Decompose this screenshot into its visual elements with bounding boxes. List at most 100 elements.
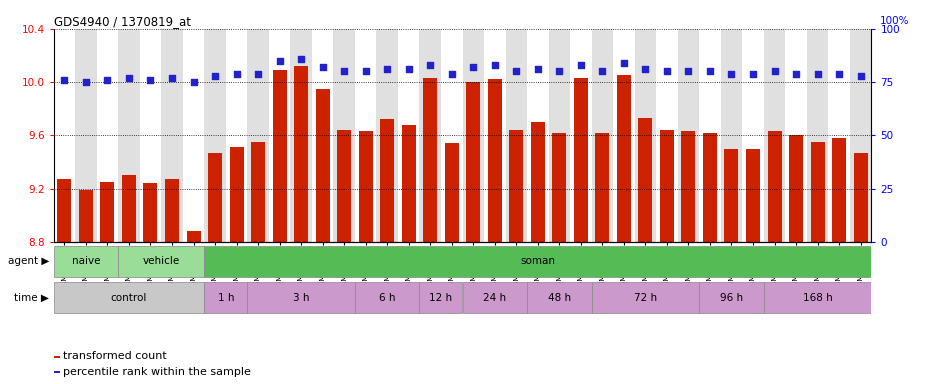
Point bbox=[574, 62, 588, 68]
Text: time ▶: time ▶ bbox=[14, 293, 49, 303]
Bar bbox=[552, 133, 566, 242]
Bar bbox=[57, 179, 71, 242]
Text: 3 h: 3 h bbox=[293, 293, 309, 303]
Bar bbox=[678, 29, 699, 242]
Point bbox=[444, 71, 459, 77]
Bar bbox=[613, 29, 635, 242]
Bar bbox=[161, 29, 183, 242]
Bar bbox=[527, 282, 592, 313]
Point bbox=[100, 77, 115, 83]
Bar bbox=[510, 130, 524, 242]
Bar bbox=[424, 78, 438, 242]
Bar bbox=[54, 371, 60, 373]
Bar bbox=[359, 131, 373, 242]
Bar bbox=[682, 131, 696, 242]
Bar bbox=[724, 149, 738, 242]
Bar bbox=[290, 29, 312, 242]
Bar bbox=[768, 131, 782, 242]
Bar bbox=[699, 29, 721, 242]
Bar bbox=[596, 133, 610, 242]
Bar bbox=[764, 29, 785, 242]
Bar bbox=[208, 153, 222, 242]
Bar bbox=[247, 29, 269, 242]
Bar bbox=[54, 356, 60, 358]
Bar bbox=[810, 142, 824, 242]
Bar bbox=[54, 282, 204, 313]
Text: 100%: 100% bbox=[880, 16, 909, 26]
Bar bbox=[247, 282, 355, 313]
Point bbox=[746, 71, 760, 77]
Point bbox=[358, 68, 373, 74]
Point bbox=[315, 64, 330, 70]
Bar bbox=[54, 29, 75, 242]
Point bbox=[832, 71, 846, 77]
Bar bbox=[118, 246, 204, 276]
Point bbox=[703, 68, 718, 74]
Bar bbox=[828, 29, 850, 242]
Point bbox=[810, 71, 825, 77]
Bar bbox=[97, 29, 118, 242]
Bar bbox=[187, 231, 201, 242]
Point bbox=[660, 68, 674, 74]
Bar bbox=[617, 75, 631, 242]
Point bbox=[724, 71, 739, 77]
Bar bbox=[592, 29, 613, 242]
Bar bbox=[832, 138, 846, 242]
Point bbox=[121, 75, 136, 81]
Point bbox=[229, 71, 244, 77]
Bar bbox=[445, 143, 459, 242]
Bar bbox=[294, 66, 308, 242]
Point bbox=[853, 73, 868, 79]
Text: 12 h: 12 h bbox=[429, 293, 452, 303]
Text: 24 h: 24 h bbox=[483, 293, 506, 303]
Bar bbox=[699, 282, 764, 313]
Bar bbox=[140, 29, 161, 242]
Bar bbox=[462, 29, 484, 242]
Bar bbox=[764, 282, 871, 313]
Point bbox=[380, 66, 395, 72]
Bar bbox=[574, 78, 588, 242]
Bar bbox=[785, 29, 807, 242]
Bar bbox=[122, 175, 136, 242]
Bar bbox=[570, 29, 592, 242]
Bar bbox=[204, 282, 247, 313]
Text: soman: soman bbox=[521, 256, 555, 266]
Text: percentile rank within the sample: percentile rank within the sample bbox=[63, 367, 251, 377]
Text: GDS4940 / 1370819_at: GDS4940 / 1370819_at bbox=[54, 15, 191, 28]
Bar bbox=[660, 130, 674, 242]
Bar bbox=[165, 179, 179, 242]
Bar bbox=[807, 29, 828, 242]
Text: 168 h: 168 h bbox=[803, 293, 832, 303]
Bar bbox=[398, 29, 419, 242]
Text: vehicle: vehicle bbox=[142, 256, 179, 266]
Point bbox=[423, 62, 438, 68]
Point bbox=[767, 68, 782, 74]
Point bbox=[595, 68, 610, 74]
Point bbox=[681, 68, 696, 74]
Point bbox=[487, 62, 502, 68]
Point bbox=[337, 68, 352, 74]
Bar bbox=[854, 153, 868, 242]
Text: 72 h: 72 h bbox=[634, 293, 657, 303]
Bar bbox=[183, 29, 204, 242]
Bar bbox=[118, 29, 140, 242]
Point bbox=[165, 75, 179, 81]
Bar bbox=[355, 29, 376, 242]
Bar bbox=[592, 282, 699, 313]
Bar bbox=[204, 246, 871, 276]
Bar bbox=[273, 70, 287, 242]
Text: naive: naive bbox=[71, 256, 100, 266]
Bar bbox=[419, 282, 462, 313]
Point bbox=[143, 77, 158, 83]
Text: transformed count: transformed count bbox=[63, 351, 166, 361]
Point bbox=[79, 79, 93, 85]
Bar bbox=[380, 119, 394, 242]
Bar bbox=[315, 89, 329, 242]
Bar bbox=[746, 149, 760, 242]
Bar bbox=[703, 133, 717, 242]
Bar bbox=[656, 29, 678, 242]
Point bbox=[509, 68, 524, 74]
Point bbox=[251, 71, 265, 77]
Bar bbox=[143, 183, 157, 242]
Bar bbox=[850, 29, 871, 242]
